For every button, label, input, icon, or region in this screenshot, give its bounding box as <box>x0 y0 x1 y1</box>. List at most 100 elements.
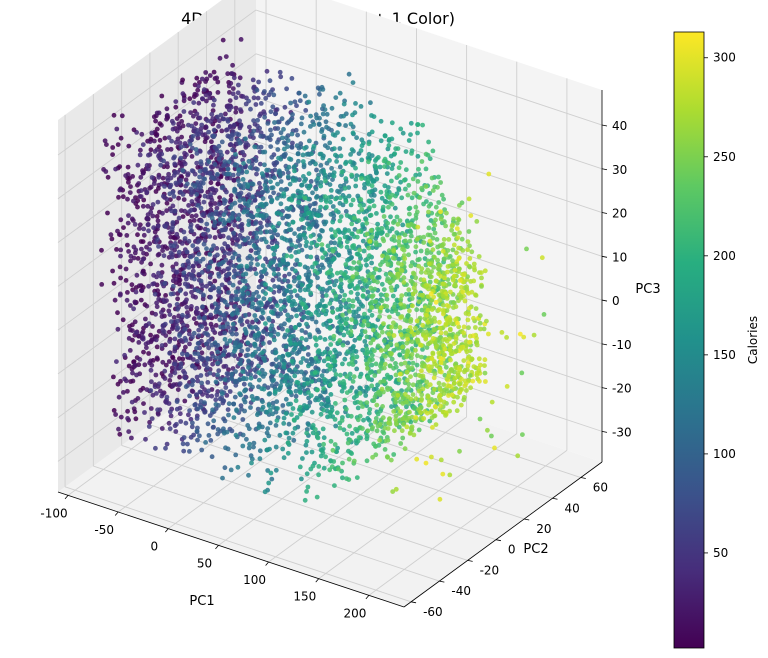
data-point <box>405 336 411 342</box>
data-point <box>468 213 474 219</box>
data-point <box>313 310 319 315</box>
data-point <box>292 193 297 199</box>
data-point <box>200 256 206 262</box>
data-point <box>195 87 201 93</box>
data-point <box>337 284 343 290</box>
data-point <box>374 211 379 216</box>
data-point <box>159 93 165 99</box>
data-point <box>300 456 305 461</box>
data-point <box>250 194 256 200</box>
data-point <box>327 285 333 291</box>
data-point <box>176 215 182 221</box>
data-point <box>410 291 416 297</box>
data-point <box>177 281 182 287</box>
data-point <box>298 411 303 417</box>
data-point <box>408 317 414 322</box>
data-point <box>229 371 235 377</box>
grid-line-y-floor <box>149 424 497 541</box>
data-point <box>204 98 209 104</box>
data-point <box>139 131 145 137</box>
data-point <box>286 421 292 427</box>
data-point <box>172 161 178 167</box>
data-point <box>467 333 473 339</box>
data-point <box>306 422 311 428</box>
data-point <box>292 373 298 379</box>
data-point <box>184 297 189 303</box>
data-point <box>432 230 438 236</box>
data-point <box>202 308 208 314</box>
data-point <box>274 399 280 404</box>
data-point <box>333 152 338 158</box>
data-point <box>207 281 213 286</box>
data-point <box>229 297 234 303</box>
data-point <box>334 410 340 416</box>
data-point <box>396 173 402 178</box>
data-point <box>261 374 266 379</box>
data-point <box>477 313 483 318</box>
data-point <box>486 331 491 337</box>
data-point <box>300 356 306 361</box>
data-point <box>381 321 386 326</box>
data-point <box>132 299 138 305</box>
data-point <box>430 247 436 253</box>
data-point <box>356 435 362 440</box>
data-point <box>289 145 295 150</box>
data-point <box>215 427 221 432</box>
data-point <box>229 71 235 76</box>
data-point <box>164 200 170 206</box>
data-point <box>439 288 445 294</box>
data-point <box>232 222 238 228</box>
data-point <box>327 382 333 388</box>
data-point <box>199 218 204 224</box>
data-point <box>369 183 375 189</box>
data-point <box>299 115 305 121</box>
data-point <box>245 423 251 428</box>
data-point <box>248 248 254 254</box>
data-point <box>415 353 420 359</box>
data-point <box>173 366 179 371</box>
data-point <box>168 373 174 378</box>
data-point <box>253 102 259 107</box>
data-point <box>249 304 255 310</box>
data-point <box>191 218 197 223</box>
data-point <box>262 114 267 120</box>
data-point <box>476 365 481 371</box>
data-point <box>405 313 411 318</box>
data-point <box>216 266 222 272</box>
data-point <box>409 195 415 201</box>
data-point <box>180 214 186 220</box>
data-point <box>467 243 472 249</box>
data-point <box>366 376 372 382</box>
data-point <box>169 118 175 124</box>
data-point <box>332 483 337 488</box>
data-point <box>278 173 283 178</box>
data-point <box>192 126 197 132</box>
data-point <box>363 278 369 283</box>
data-point <box>416 299 422 305</box>
data-point <box>347 278 353 284</box>
data-point <box>224 149 230 155</box>
data-point <box>457 381 462 387</box>
data-point <box>211 127 217 133</box>
data-point <box>356 260 362 265</box>
data-point <box>443 364 449 370</box>
data-point <box>337 146 343 151</box>
data-point <box>355 251 361 257</box>
data-point <box>435 257 440 263</box>
data-point <box>162 244 168 250</box>
data-point <box>273 467 279 473</box>
data-point <box>409 352 415 357</box>
data-point <box>169 254 175 260</box>
data-point <box>333 293 339 298</box>
data-point <box>121 225 126 231</box>
data-point <box>455 235 461 241</box>
data-point <box>440 281 446 287</box>
data-point <box>413 244 419 250</box>
data-point <box>414 307 420 313</box>
data-point <box>189 304 194 309</box>
data-point <box>338 323 344 329</box>
data-point <box>419 293 425 298</box>
data-point <box>318 183 324 189</box>
data-point <box>209 175 215 180</box>
data-point <box>397 371 403 377</box>
